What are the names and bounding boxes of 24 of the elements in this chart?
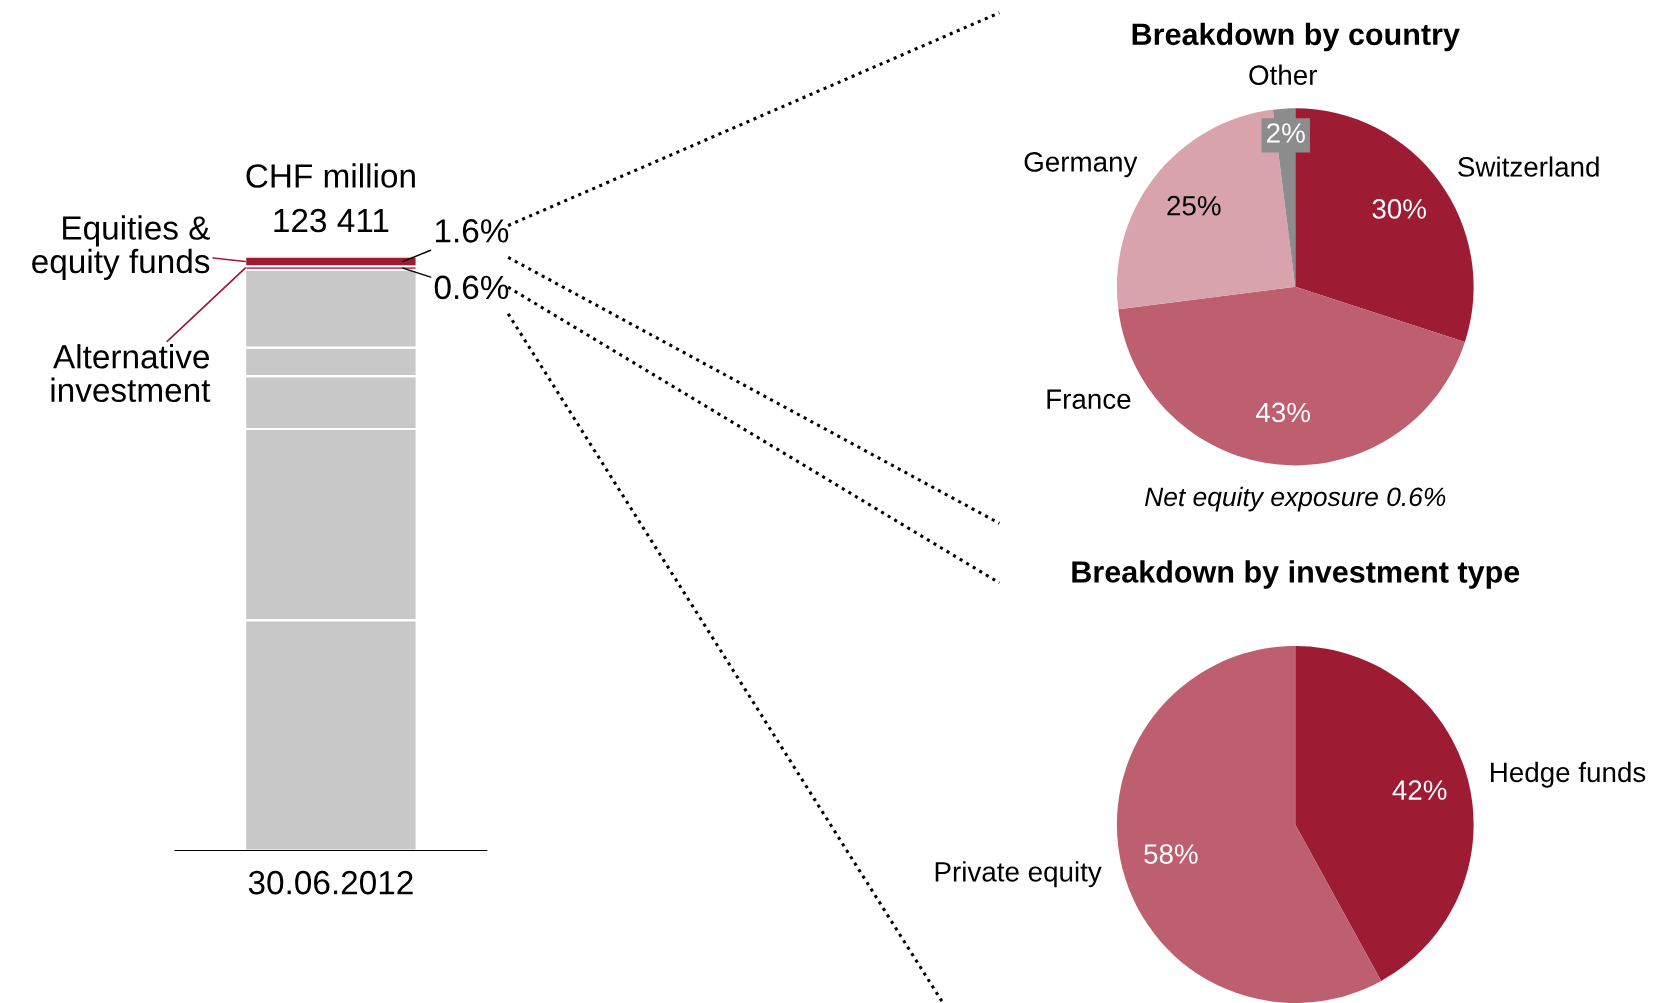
pie-slice	[1116, 645, 1382, 1003]
text: CHF million	[246, 163, 415, 188]
data-label: 30%	[1372, 199, 1426, 219]
slice-label: France	[1047, 389, 1131, 410]
slice-label: Other	[1249, 64, 1317, 85]
data-label: 25%	[1167, 195, 1221, 216]
chart-title: Breakdown by investment type	[1072, 560, 1520, 589]
data-label: 0.6%	[434, 275, 509, 300]
slice-label: Germany	[1024, 152, 1138, 178]
text: Alternative investment	[51, 344, 211, 403]
chart-title: Breakdown by country	[1132, 22, 1460, 52]
data-label: 43%	[1256, 402, 1310, 423]
text: Net equity exposure 0.6%	[1144, 486, 1446, 512]
data-label: 42%	[1392, 780, 1447, 800]
slice-label: Switzerland	[1458, 156, 1599, 177]
data-label: 2%	[1267, 123, 1305, 143]
text: 123 411	[274, 208, 389, 233]
data-label: 58%	[1144, 844, 1198, 864]
data-label: 1.6%	[436, 219, 509, 243]
legend-label: Equities & equity funds	[32, 215, 210, 280]
slice-label: Private equity	[935, 861, 1102, 888]
x-tick-label: 30.06.2012	[248, 870, 413, 895]
pie-slice	[1295, 645, 1474, 981]
slice-label: Hedge funds	[1491, 761, 1646, 788]
